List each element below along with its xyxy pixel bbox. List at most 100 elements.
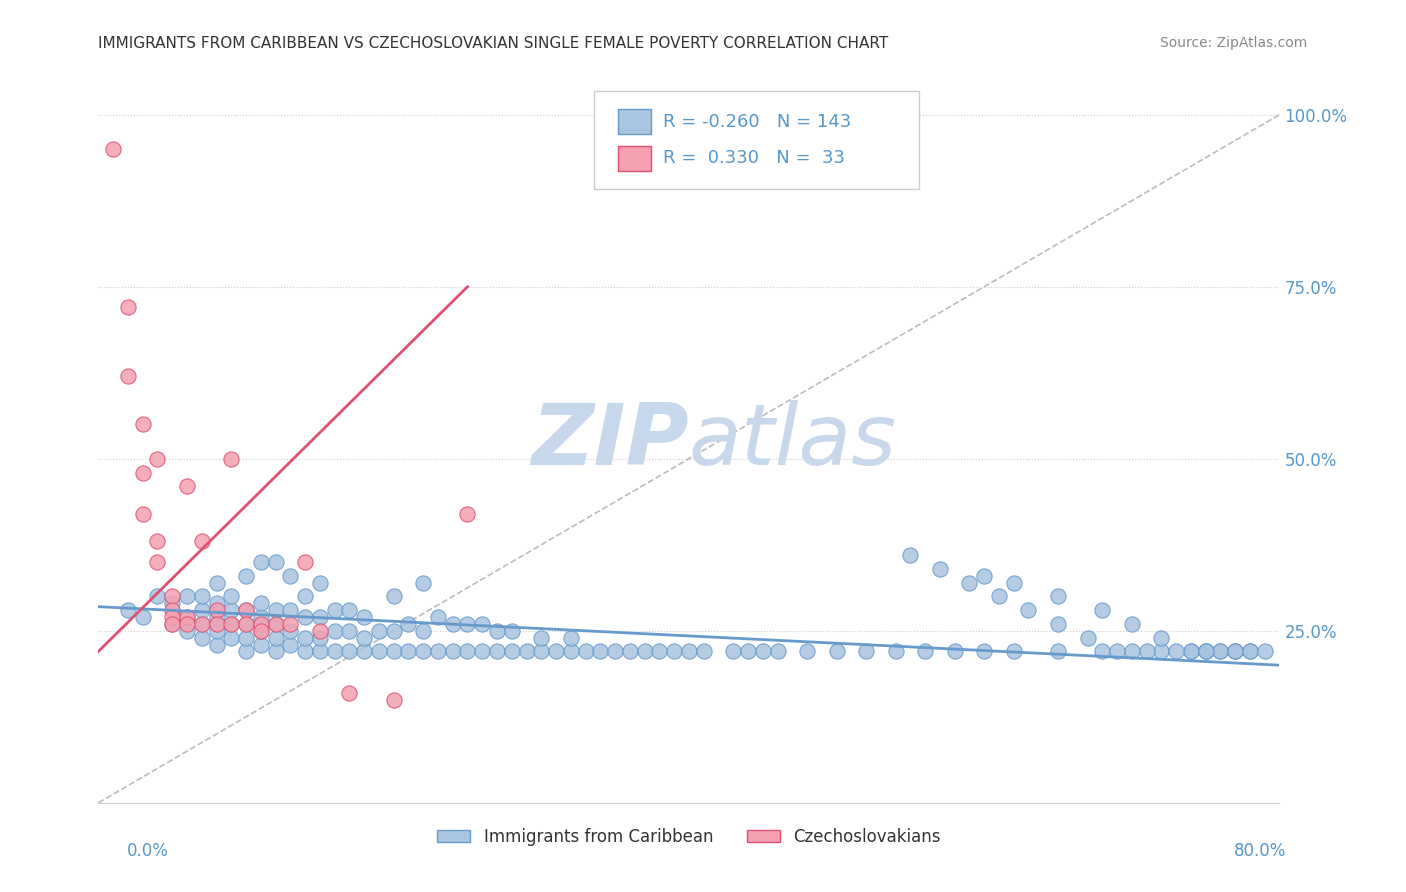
Point xyxy=(162,596,183,610)
Point xyxy=(368,644,391,658)
Point xyxy=(752,644,775,658)
Point xyxy=(294,631,316,645)
Point xyxy=(560,644,582,658)
Point xyxy=(914,644,936,658)
Point xyxy=(280,603,302,617)
Point xyxy=(412,644,434,658)
FancyBboxPatch shape xyxy=(619,145,651,170)
Point xyxy=(1225,644,1247,658)
Point xyxy=(205,624,228,638)
Point xyxy=(1239,644,1261,658)
Point xyxy=(205,638,228,652)
Point xyxy=(339,603,361,617)
Point xyxy=(280,568,302,582)
Point xyxy=(191,590,214,604)
Point xyxy=(264,616,287,631)
Point xyxy=(1195,644,1218,658)
Point xyxy=(191,631,214,645)
Point xyxy=(280,624,302,638)
Point xyxy=(162,590,183,604)
Point xyxy=(176,616,198,631)
Point xyxy=(250,610,273,624)
Point xyxy=(648,644,671,658)
Point xyxy=(1121,644,1143,658)
Point xyxy=(294,610,316,624)
Point xyxy=(294,644,316,658)
Point xyxy=(457,507,479,521)
Point xyxy=(398,644,420,658)
Text: Source: ZipAtlas.com: Source: ZipAtlas.com xyxy=(1160,36,1308,50)
Point xyxy=(766,644,789,658)
Point xyxy=(664,644,686,658)
Point xyxy=(221,590,243,604)
Point xyxy=(560,631,582,645)
Point xyxy=(117,301,139,315)
Point xyxy=(619,644,641,658)
Point xyxy=(530,644,553,658)
Point xyxy=(516,644,538,658)
Point xyxy=(441,644,464,658)
Point xyxy=(176,479,198,493)
Point xyxy=(1180,644,1202,658)
Point xyxy=(1254,644,1277,658)
Point xyxy=(323,603,346,617)
Text: R = -0.260   N = 143: R = -0.260 N = 143 xyxy=(664,112,851,130)
Point xyxy=(929,562,952,576)
Point xyxy=(634,644,657,658)
Point xyxy=(737,644,759,658)
Point xyxy=(250,555,273,569)
Point xyxy=(1046,644,1070,658)
Point xyxy=(264,555,287,569)
Point xyxy=(1107,644,1129,658)
Point xyxy=(176,610,198,624)
Text: atlas: atlas xyxy=(689,400,897,483)
Point xyxy=(471,616,494,631)
Text: IMMIGRANTS FROM CARIBBEAN VS CZECHOSLOVAKIAN SINGLE FEMALE POVERTY CORRELATION C: IMMIGRANTS FROM CARIBBEAN VS CZECHOSLOVA… xyxy=(98,36,889,51)
Point xyxy=(900,548,922,562)
Point xyxy=(191,603,214,617)
Point xyxy=(339,686,361,700)
Point xyxy=(1166,644,1188,658)
Point xyxy=(605,644,627,658)
Point xyxy=(1239,644,1261,658)
Point xyxy=(457,644,479,658)
Point xyxy=(132,466,155,480)
Point xyxy=(146,451,169,466)
Point xyxy=(1195,644,1218,658)
Point xyxy=(250,624,273,638)
Point xyxy=(368,624,391,638)
Point xyxy=(280,616,302,631)
Point xyxy=(441,616,464,631)
Point xyxy=(309,624,332,638)
Point xyxy=(309,575,332,590)
Point xyxy=(205,575,228,590)
Point xyxy=(323,624,346,638)
Point xyxy=(1209,644,1232,658)
Point xyxy=(250,638,273,652)
Point xyxy=(884,644,907,658)
Point xyxy=(1150,631,1173,645)
Point xyxy=(205,603,228,617)
Point xyxy=(264,644,287,658)
Point xyxy=(1046,590,1070,604)
Point xyxy=(250,596,273,610)
Point xyxy=(176,590,198,604)
Point xyxy=(412,624,434,638)
Point xyxy=(589,644,612,658)
Point xyxy=(575,644,598,658)
Point xyxy=(280,638,302,652)
Point xyxy=(501,624,523,638)
Point xyxy=(117,603,139,617)
Point xyxy=(191,616,214,631)
Point xyxy=(235,644,257,658)
Point xyxy=(205,596,228,610)
Point xyxy=(382,644,405,658)
Point xyxy=(309,631,332,645)
FancyBboxPatch shape xyxy=(619,109,651,134)
Point xyxy=(412,575,434,590)
Point xyxy=(162,610,183,624)
Point xyxy=(264,631,287,645)
Point xyxy=(235,603,257,617)
Point xyxy=(427,610,450,624)
Point xyxy=(323,644,346,658)
